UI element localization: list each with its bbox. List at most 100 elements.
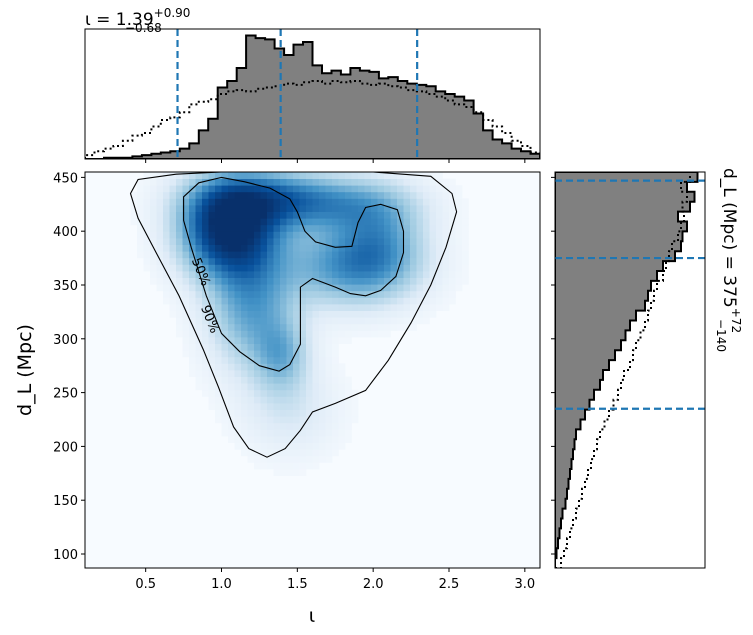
heatmap-cell [332, 449, 339, 457]
heatmap-cell [338, 185, 346, 193]
heatmap-cell [455, 264, 463, 272]
heatmap-cell [247, 310, 255, 318]
heatmap-cell [221, 271, 229, 278]
heatmap-cell [260, 416, 268, 424]
heatmap-cell [286, 396, 294, 404]
heatmap-cell [286, 317, 294, 325]
heatmap-cell [345, 429, 352, 437]
heatmap-cell [299, 211, 307, 219]
heatmap-cell [299, 455, 307, 463]
distance-title-sup: +72 [729, 308, 743, 333]
heatmap-cell [319, 449, 326, 457]
x-tick-label: 3.0 [514, 577, 535, 592]
heatmap-cell [416, 257, 424, 265]
heatmap-cell [397, 317, 404, 325]
heatmap-cell [332, 310, 339, 318]
heatmap-cell [215, 409, 222, 417]
heatmap-cell [286, 310, 294, 318]
heatmap-cell [429, 251, 437, 259]
heatmap-cell [202, 224, 209, 232]
y-tick-label: 350 [53, 279, 78, 294]
heatmap-cell [273, 409, 281, 417]
heatmap-cell [247, 297, 255, 305]
heatmap-cell [241, 317, 248, 325]
heatmap-cell [319, 218, 326, 226]
heatmap-cell [254, 416, 261, 424]
heatmap-cell [325, 290, 333, 298]
heatmap-cell [202, 211, 209, 219]
heatmap-cell [247, 231, 255, 239]
heatmap-cell [156, 257, 164, 265]
heatmap-cell [208, 198, 216, 206]
heatmap-cell [215, 290, 222, 298]
heatmap-cell [377, 284, 385, 292]
heatmap-cell [202, 310, 209, 318]
heatmap-cell [306, 264, 313, 272]
heatmap-cell [351, 304, 359, 311]
heatmap-cell [436, 238, 443, 245]
heatmap-cell [241, 251, 248, 259]
heatmap-cell [319, 416, 326, 424]
heatmap-cell [143, 224, 151, 232]
heatmap-cell [208, 244, 216, 252]
heatmap-cell [234, 323, 242, 331]
heatmap-cell [403, 297, 411, 305]
heatmap-cell [228, 422, 235, 430]
heatmap-cell [345, 310, 352, 318]
heatmap-cell [247, 178, 255, 186]
heatmap-cell [221, 356, 229, 364]
x-tick-label: 1.0 [211, 577, 232, 592]
heatmap-cell [286, 244, 294, 252]
heatmap-cell [228, 343, 235, 351]
heatmap-cell [280, 290, 287, 298]
heatmap-cell [176, 191, 183, 199]
heatmap-cell [202, 264, 209, 272]
heatmap-cell [273, 383, 281, 391]
heatmap-cell [156, 264, 164, 272]
heatmap-cell [403, 238, 411, 245]
heatmap-cell [150, 198, 157, 206]
heatmap-cell [293, 238, 300, 245]
heatmap-cell [156, 224, 164, 232]
heatmap-cell [280, 422, 287, 430]
heatmap-cell [260, 218, 268, 226]
heatmap-cell [215, 198, 222, 206]
heatmap-cell [423, 264, 430, 272]
heatmap-cell [241, 396, 248, 404]
heatmap-cell [208, 350, 216, 358]
heatmap-cell [293, 396, 300, 404]
heatmap-cell [176, 238, 183, 245]
heatmap-cell [241, 297, 248, 305]
heatmap-cell [358, 185, 365, 193]
heatmap-cell [384, 178, 391, 186]
heatmap-cell [176, 198, 183, 206]
heatmap-cell [163, 218, 170, 226]
heatmap-cell [332, 297, 339, 305]
heatmap-cell [299, 277, 307, 285]
heatmap-cell [377, 198, 385, 206]
heatmap-cell [247, 277, 255, 285]
heatmap-cell [384, 330, 391, 338]
heatmap-cell [280, 383, 287, 391]
heatmap-cell [176, 172, 183, 179]
heatmap-cell [221, 251, 229, 259]
heatmap-cell [254, 290, 261, 298]
heatmap-cell [364, 178, 372, 186]
heatmap-cell [260, 337, 268, 344]
heatmap-cell [273, 350, 281, 358]
heatmap-cell [397, 290, 404, 298]
heatmap-cell [436, 277, 443, 285]
heatmap-cell [319, 198, 326, 206]
heatmap-cell [195, 383, 203, 391]
heatmap-cell [260, 284, 268, 292]
heatmap-cell [293, 290, 300, 298]
heatmap-cell [293, 297, 300, 305]
heatmap-cell [332, 277, 339, 285]
heatmap-cell [371, 231, 378, 239]
heatmap-cell [143, 218, 151, 226]
heatmap-cell [189, 172, 196, 179]
heatmap-cell [436, 218, 443, 226]
heatmap-cell [325, 323, 333, 331]
x-tick-label: 1.5 [287, 577, 308, 592]
heatmap-cell [455, 277, 463, 285]
